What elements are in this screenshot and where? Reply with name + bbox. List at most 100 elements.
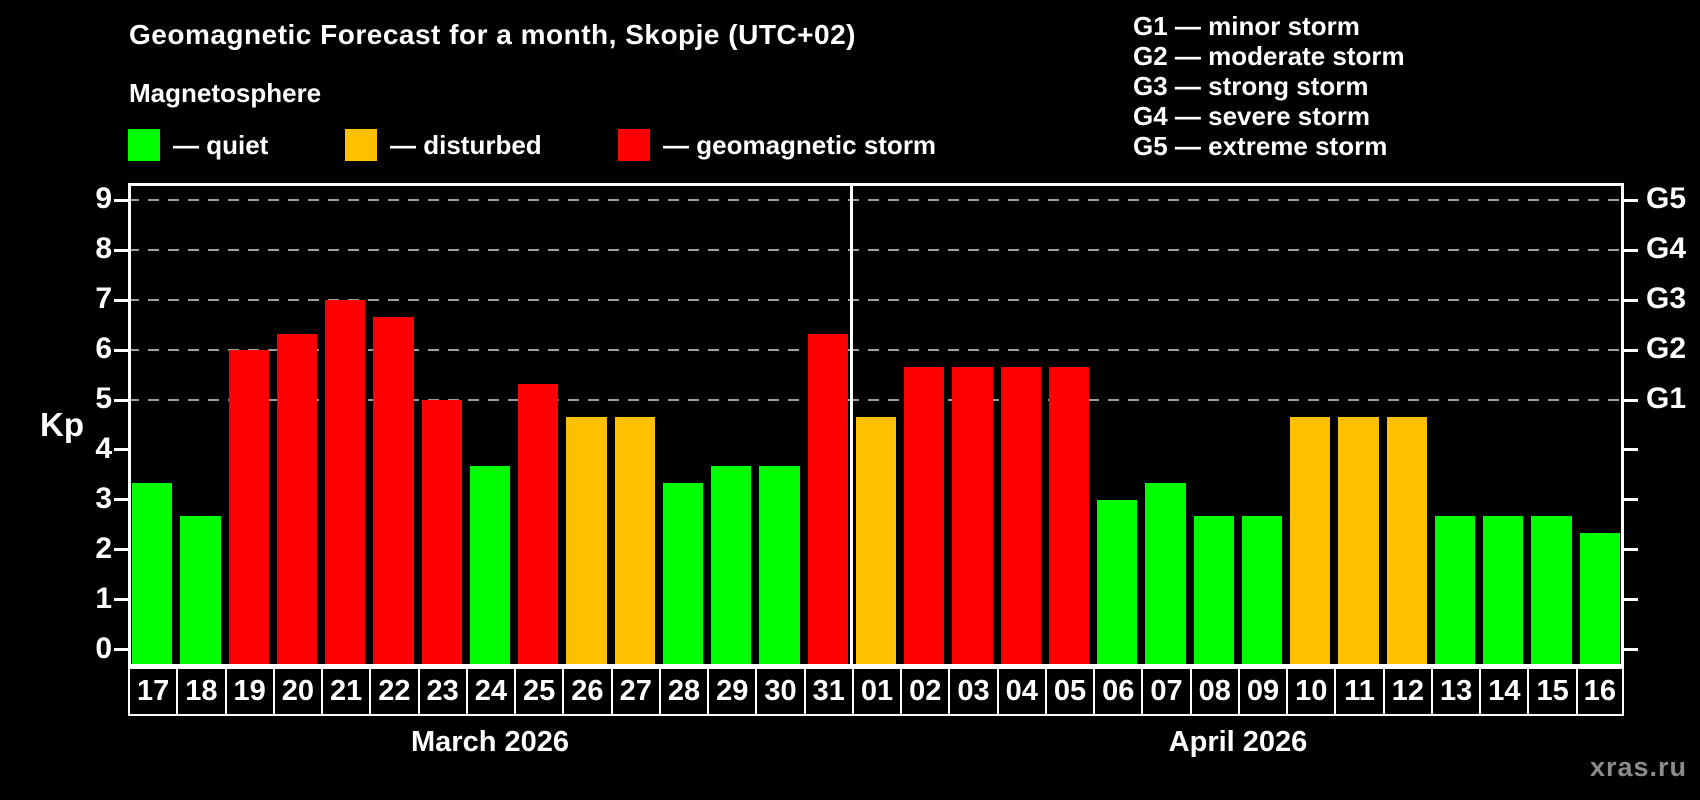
day-cell-april-15: 15 bbox=[1527, 667, 1578, 716]
y-tick-left-9 bbox=[114, 198, 128, 202]
day-cell-march-28: 28 bbox=[658, 667, 710, 716]
y-tick-right-1 bbox=[1624, 598, 1638, 602]
y-tick-label-5: 5 bbox=[95, 382, 112, 416]
day-cell-march-31: 31 bbox=[803, 667, 854, 716]
bar-april-10 bbox=[1290, 416, 1331, 667]
day-cell-april-06: 06 bbox=[1093, 667, 1144, 716]
legend-item-quiet: — quiet bbox=[128, 128, 268, 162]
bar-april-09 bbox=[1241, 516, 1283, 667]
day-cell-april-01: 01 bbox=[851, 667, 903, 716]
bar-march-18 bbox=[180, 516, 221, 667]
disturbed-legend-label: — disturbed bbox=[390, 129, 542, 160]
y-tick-label-8: 8 bbox=[95, 232, 112, 266]
y-tick-left-7 bbox=[114, 298, 128, 302]
g-scale-legend: G1 — minor storm G2 — moderate storm G3 … bbox=[1133, 11, 1405, 161]
month-separator bbox=[850, 183, 854, 667]
day-cell-april-04: 04 bbox=[996, 667, 1047, 716]
y-tick-label-6: 6 bbox=[95, 332, 112, 366]
chart-title: Geomagnetic Forecast for a month, Skopje… bbox=[129, 19, 856, 50]
y-tick-label-7: 7 bbox=[95, 282, 112, 316]
y-tick-right-8 bbox=[1624, 248, 1638, 252]
y-axis-title: Kp bbox=[40, 406, 84, 443]
quiet-color-swatch bbox=[128, 129, 160, 161]
y-tick-left-6 bbox=[114, 348, 128, 352]
g-legend-line-g5: G5 — extreme storm bbox=[1133, 131, 1388, 161]
day-cell-april-07: 07 bbox=[1141, 667, 1192, 716]
month-label-april: April 2026 bbox=[1168, 726, 1308, 758]
magnetosphere-label: Magnetosphere bbox=[129, 78, 322, 108]
y-tick-label-3: 3 bbox=[95, 481, 112, 515]
y-tick-left-5 bbox=[114, 398, 128, 402]
gridline-kp9 bbox=[128, 199, 1624, 202]
y-tick-left-1 bbox=[114, 598, 128, 602]
day-cell-march-29: 29 bbox=[707, 667, 758, 716]
bar-april-06 bbox=[1097, 499, 1138, 667]
y-tick-right-6 bbox=[1624, 348, 1638, 352]
bar-march-22 bbox=[373, 316, 414, 667]
day-cell-april-11: 11 bbox=[1334, 667, 1385, 716]
g-axis-label-G1: G1 bbox=[1646, 382, 1687, 416]
bar-march-31 bbox=[807, 333, 848, 667]
day-cell-april-09: 09 bbox=[1237, 667, 1289, 716]
g-axis-label-G4: G4 bbox=[1646, 232, 1687, 266]
g-axis-label-G3: G3 bbox=[1646, 282, 1687, 316]
disturbed-color-swatch bbox=[345, 129, 377, 161]
day-cell-april-16: 16 bbox=[1575, 667, 1624, 716]
bar-april-04 bbox=[1000, 366, 1041, 667]
bar-april-03 bbox=[952, 366, 993, 667]
day-cell-march-24: 24 bbox=[465, 667, 517, 716]
day-cell-april-03: 03 bbox=[948, 667, 999, 716]
day-cell-march-20: 20 bbox=[272, 667, 324, 716]
bar-march-17 bbox=[132, 483, 173, 667]
bar-march-29 bbox=[711, 466, 752, 667]
bar-march-28 bbox=[662, 483, 704, 667]
day-cell-march-30: 30 bbox=[755, 667, 806, 716]
gridline-kp8 bbox=[128, 249, 1624, 252]
day-cell-march-17: 17 bbox=[128, 667, 179, 716]
y-tick-right-9 bbox=[1624, 198, 1638, 202]
bar-april-14 bbox=[1483, 516, 1524, 667]
y-tick-label-0: 0 bbox=[95, 631, 112, 665]
day-cell-april-05: 05 bbox=[1044, 667, 1096, 716]
day-cell-april-12: 12 bbox=[1382, 667, 1433, 716]
y-tick-right-7 bbox=[1624, 298, 1638, 302]
bar-march-23 bbox=[421, 400, 462, 667]
bar-april-07 bbox=[1145, 483, 1186, 667]
storm-color-swatch bbox=[618, 129, 650, 161]
y-tick-label-2: 2 bbox=[95, 531, 112, 565]
y-tick-right-3 bbox=[1624, 498, 1638, 502]
day-cell-march-19: 19 bbox=[224, 667, 275, 716]
bar-march-21 bbox=[325, 300, 366, 667]
bar-april-08 bbox=[1193, 516, 1234, 667]
day-cell-april-02: 02 bbox=[900, 667, 951, 716]
day-cell-march-23: 23 bbox=[417, 667, 468, 716]
plot-area bbox=[128, 183, 1624, 667]
gridline-kp6 bbox=[128, 349, 1624, 352]
day-cell-march-21: 21 bbox=[321, 667, 372, 716]
bar-april-11 bbox=[1338, 416, 1379, 667]
legend-item-disturbed: — disturbed bbox=[345, 128, 542, 162]
gridline-kp7 bbox=[128, 299, 1624, 302]
day-cell-march-26: 26 bbox=[562, 667, 613, 716]
bar-march-26 bbox=[566, 416, 607, 667]
day-cell-march-25: 25 bbox=[514, 667, 565, 716]
storm-legend-label: — geomagnetic storm bbox=[663, 129, 937, 160]
bar-march-20 bbox=[276, 333, 318, 667]
day-cell-march-22: 22 bbox=[369, 667, 420, 716]
gridline-kp5 bbox=[128, 399, 1624, 402]
g-legend-line-g4: G4 — severe storm bbox=[1133, 101, 1371, 131]
bar-april-15 bbox=[1531, 516, 1572, 667]
bar-march-30 bbox=[759, 466, 800, 667]
g-legend-line-g3: G3 — strong storm bbox=[1133, 71, 1369, 101]
legend-item-storm: — geomagnetic storm bbox=[618, 128, 936, 162]
day-cell-march-18: 18 bbox=[176, 667, 227, 716]
bar-april-01 bbox=[855, 416, 897, 667]
day-cell-april-14: 14 bbox=[1479, 667, 1530, 716]
bar-april-05 bbox=[1048, 366, 1090, 667]
y-tick-label-9: 9 bbox=[95, 182, 112, 216]
day-cell-april-08: 08 bbox=[1189, 667, 1240, 716]
day-cell-april-13: 13 bbox=[1430, 667, 1482, 716]
g-axis-label-G2: G2 bbox=[1646, 332, 1687, 366]
g-legend-line-g2: G2 — moderate storm bbox=[1133, 41, 1405, 71]
